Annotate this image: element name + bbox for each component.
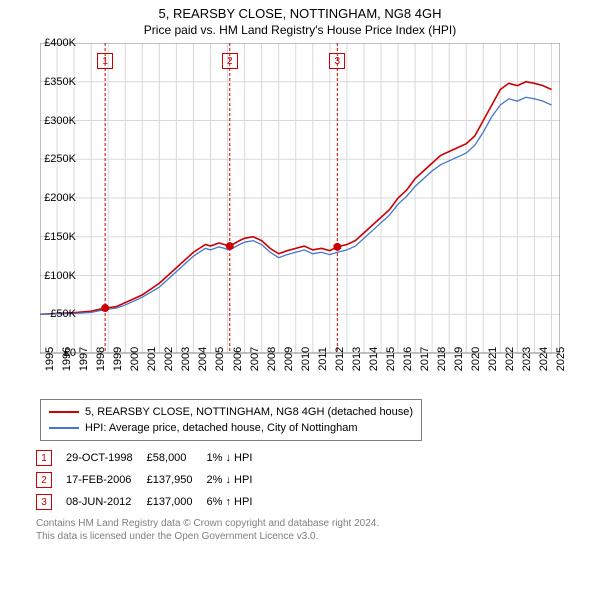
xtick-label: 2020 [470,347,482,371]
legend-item: 5, REARSBY CLOSE, NOTTINGHAM, NG8 4GH (d… [49,404,413,420]
sale-delta: 6% ↑ HPI [207,491,267,513]
xtick-label: 2022 [504,347,516,371]
xtick-label: 2000 [129,347,141,371]
xtick-label: 2004 [197,347,209,371]
chart-svg [40,43,560,393]
sale-price: £58,000 [147,447,207,469]
attribution-line1: Contains HM Land Registry data © Crown c… [36,517,590,530]
xtick-label: 2006 [232,347,244,371]
ytick-label: £50K [50,308,76,320]
sale-marker-2: 2 [222,53,238,69]
xtick-label: 2019 [453,347,465,371]
xtick-label: 2009 [283,347,295,371]
sale-delta: 2% ↓ HPI [207,469,267,491]
xtick-label: 2005 [214,347,226,371]
ytick-label: £150K [44,231,76,243]
sales-table: 1 29-OCT-1998£58,0001% ↓ HPI 2 17-FEB-2006£… [36,447,266,513]
xtick-label: 2007 [249,347,261,371]
xtick-label: 2013 [351,347,363,371]
legend-swatch [49,427,79,429]
sale-date: 17-FEB-2006 [66,469,147,491]
legend: 5, REARSBY CLOSE, NOTTINGHAM, NG8 4GH (d… [40,399,422,441]
sale-marker-ref: 2 [36,472,52,488]
xtick-label: 2017 [419,347,431,371]
xtick-label: 1997 [78,347,90,371]
legend-label: HPI: Average price, detached house, City… [85,422,358,434]
ytick-label: £200K [44,192,76,204]
xtick-label: 2008 [266,347,278,371]
xtick-label: 2011 [317,347,329,371]
xtick-label: 2014 [368,347,380,371]
xtick-label: 2015 [385,347,397,371]
attribution-line2: This data is licensed under the Open Gov… [36,530,590,543]
ytick-label: £100K [44,270,76,282]
xtick-label: 1999 [112,347,124,371]
chart-area: £0£50K£100K£150K£200K£250K£300K£350K£400… [40,43,600,393]
legend-label: 5, REARSBY CLOSE, NOTTINGHAM, NG8 4GH (d… [85,406,413,418]
legend-item: HPI: Average price, detached house, City… [49,420,413,436]
sale-marker-ref: 3 [36,494,52,510]
chart-title: 5, REARSBY CLOSE, NOTTINGHAM, NG8 4GH [0,6,600,21]
sale-delta: 1% ↓ HPI [207,447,267,469]
chart-subtitle: Price paid vs. HM Land Registry's House … [0,23,600,37]
sale-marker-ref: 1 [36,450,52,466]
xtick-label: 2010 [300,347,312,371]
sale-date: 29-OCT-1998 [66,447,147,469]
sale-row: 3 08-JUN-2012£137,0006% ↑ HPI [36,491,266,513]
xtick-label: 2021 [487,347,499,371]
sale-row: 1 29-OCT-1998£58,0001% ↓ HPI [36,447,266,469]
ytick-label: £400K [44,37,76,49]
xtick-label: 1995 [44,347,56,371]
ytick-label: £250K [44,153,76,165]
xtick-label: 2003 [180,347,192,371]
ytick-label: £350K [44,76,76,88]
sale-price: £137,950 [147,469,207,491]
xtick-label: 2018 [436,347,448,371]
sale-date: 08-JUN-2012 [66,491,147,513]
ytick-label: £300K [44,115,76,127]
xtick-label: 1998 [95,347,107,371]
xtick-label: 2016 [402,347,414,371]
legend-swatch [49,411,79,413]
xtick-label: 2025 [555,347,567,371]
xtick-label: 2012 [334,347,346,371]
sale-marker-3: 3 [329,53,345,69]
xtick-label: 1996 [61,347,73,371]
attribution: Contains HM Land Registry data © Crown c… [36,517,590,543]
xtick-label: 2023 [521,347,533,371]
sale-row: 2 17-FEB-2006£137,9502% ↓ HPI [36,469,266,491]
xtick-label: 2024 [538,347,550,371]
xtick-label: 2002 [163,347,175,371]
sale-marker-1: 1 [97,53,113,69]
sale-price: £137,000 [147,491,207,513]
xtick-label: 2001 [146,347,158,371]
